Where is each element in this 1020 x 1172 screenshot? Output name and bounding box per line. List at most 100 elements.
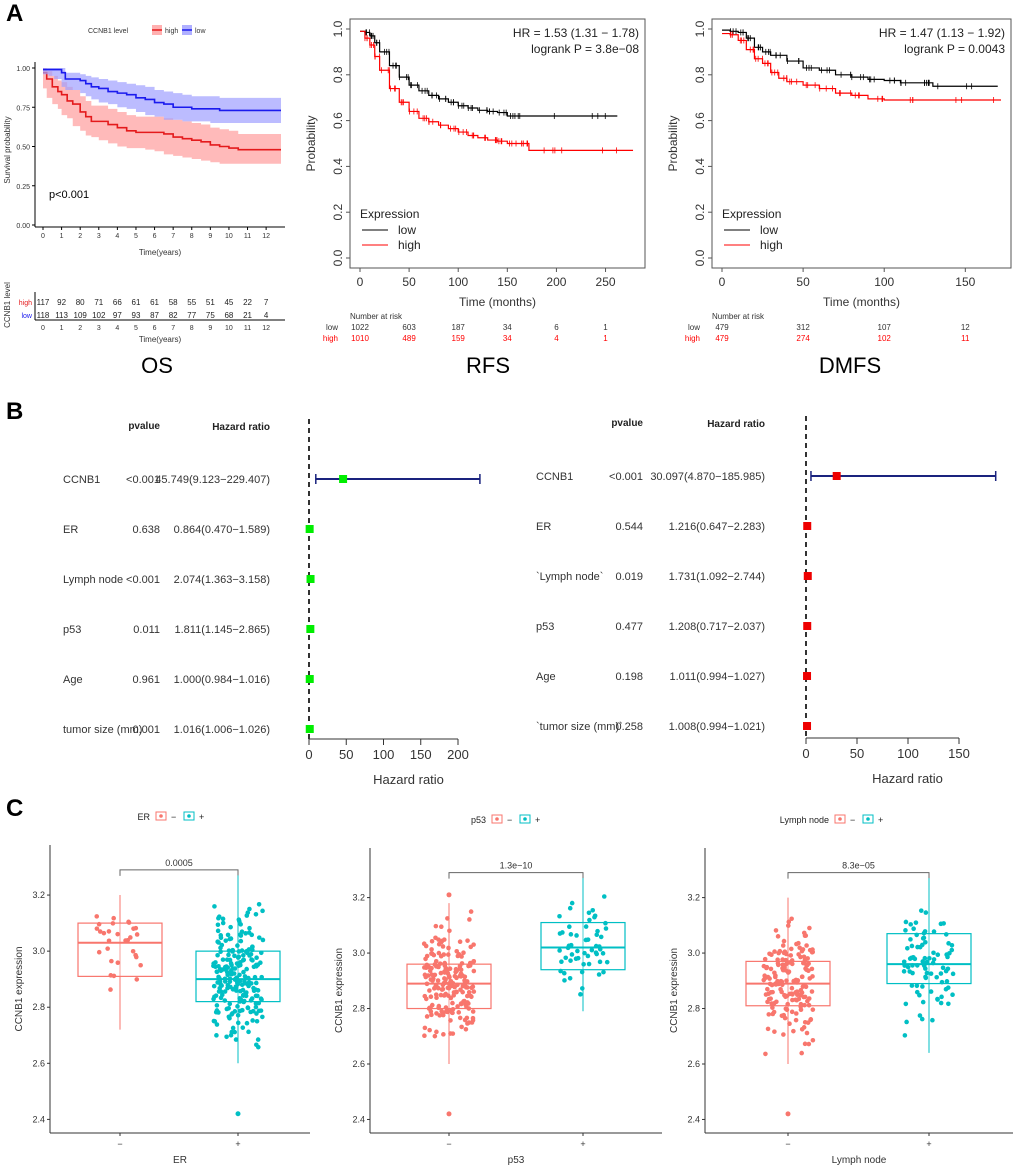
data-point	[934, 974, 939, 980]
data-point	[440, 944, 446, 949]
legend-label: −	[507, 815, 512, 825]
x-tick-label: 3	[97, 233, 101, 240]
data-point	[771, 1001, 777, 1006]
data-point	[433, 992, 439, 997]
data-point	[226, 1005, 231, 1011]
legend-key-dot	[523, 817, 527, 821]
pvalue-annotation: p<0.001	[49, 189, 89, 201]
y-tick-label: 0.2	[693, 204, 707, 221]
data-point	[245, 981, 250, 987]
panel-label-b: B	[6, 398, 24, 425]
row-hazard-ratio: 1.000(0.984−1.016)	[174, 674, 270, 686]
x-tick-label: −	[785, 1139, 790, 1149]
data-point	[768, 966, 774, 972]
hr-marker	[803, 672, 812, 680]
data-point	[804, 962, 810, 968]
data-point	[780, 943, 786, 948]
data-point	[586, 910, 592, 916]
y-tick-label: 0.4	[331, 158, 345, 175]
data-point	[242, 998, 247, 1004]
data-point	[930, 960, 936, 966]
data-point	[901, 959, 907, 965]
data-point	[108, 987, 113, 992]
data-point	[228, 936, 234, 941]
risk-count: 107	[878, 323, 892, 332]
confidence-band-low	[43, 68, 281, 123]
legend-title: Lymph node	[780, 815, 829, 825]
data-point	[434, 985, 440, 990]
data-point	[258, 996, 264, 1002]
row-hazard-ratio: 1.731(1.092−2.744)	[669, 571, 765, 583]
subtitle-dmfs: DMFS	[818, 353, 882, 378]
data-point	[768, 990, 774, 995]
risk-count: 4	[264, 311, 269, 320]
data-point	[917, 1013, 923, 1018]
x-tick-label: 200	[546, 275, 566, 289]
data-point	[445, 1009, 450, 1015]
risk-count: 34	[503, 334, 512, 343]
data-point	[131, 926, 136, 931]
data-point	[793, 1017, 799, 1023]
data-point	[234, 988, 239, 993]
data-point	[806, 1041, 812, 1047]
data-point	[429, 1002, 435, 1008]
data-point	[789, 916, 794, 922]
data-point	[940, 965, 946, 971]
data-point	[469, 994, 474, 1000]
data-point	[248, 1009, 253, 1015]
data-point	[455, 1004, 460, 1009]
data-point	[567, 975, 573, 981]
data-point	[905, 946, 910, 951]
data-point	[801, 1025, 807, 1030]
data-point	[214, 1022, 220, 1027]
data-point	[427, 968, 433, 974]
data-point	[947, 950, 952, 956]
data-point	[927, 955, 932, 961]
significance-pvalue: 8.3e−05	[842, 861, 875, 871]
data-point	[798, 954, 803, 960]
data-point	[798, 1004, 804, 1009]
y-tick-label: 3.0	[687, 948, 700, 958]
legend-key-dot	[838, 817, 842, 821]
data-point	[949, 947, 955, 953]
data-point	[254, 1018, 260, 1024]
x-tick-label: +	[926, 1139, 931, 1149]
data-point	[222, 989, 228, 994]
row-pvalue: 0.001	[132, 724, 160, 736]
y-tick-label: 0.50	[16, 145, 30, 152]
risk-count: 97	[113, 311, 122, 320]
outlier-point	[235, 1111, 241, 1117]
data-point	[458, 967, 464, 973]
data-point	[246, 947, 252, 952]
data-point	[583, 924, 589, 929]
data-point	[800, 947, 806, 952]
hr-marker	[803, 522, 812, 530]
risk-count: 34	[503, 323, 512, 332]
legend-label-high: high	[760, 238, 783, 252]
risk-count: 117	[37, 298, 50, 307]
data-point	[601, 894, 607, 899]
data-point	[775, 961, 781, 966]
risk-count: 1	[603, 334, 608, 343]
data-point	[468, 909, 474, 914]
data-point	[434, 1029, 439, 1035]
data-point	[919, 1016, 925, 1022]
data-point	[429, 947, 434, 952]
significance-bracket	[787, 872, 930, 879]
row-hazard-ratio: 2.074(1.363−3.158)	[174, 574, 270, 586]
y-tick-label: 2.6	[687, 1059, 700, 1069]
data-point	[803, 984, 809, 990]
data-point	[94, 914, 100, 919]
data-point	[920, 984, 925, 989]
row-label: Age	[536, 671, 556, 683]
risk-count: 489	[402, 334, 416, 343]
data-point	[787, 960, 792, 965]
significance-bracket	[119, 869, 239, 876]
legend-title: Expression	[722, 207, 781, 221]
data-point	[459, 954, 464, 959]
data-point	[799, 974, 805, 980]
row-label: `tumor size (mm)`	[536, 721, 623, 733]
data-point	[239, 982, 245, 988]
risk-row-label: high	[19, 300, 32, 307]
